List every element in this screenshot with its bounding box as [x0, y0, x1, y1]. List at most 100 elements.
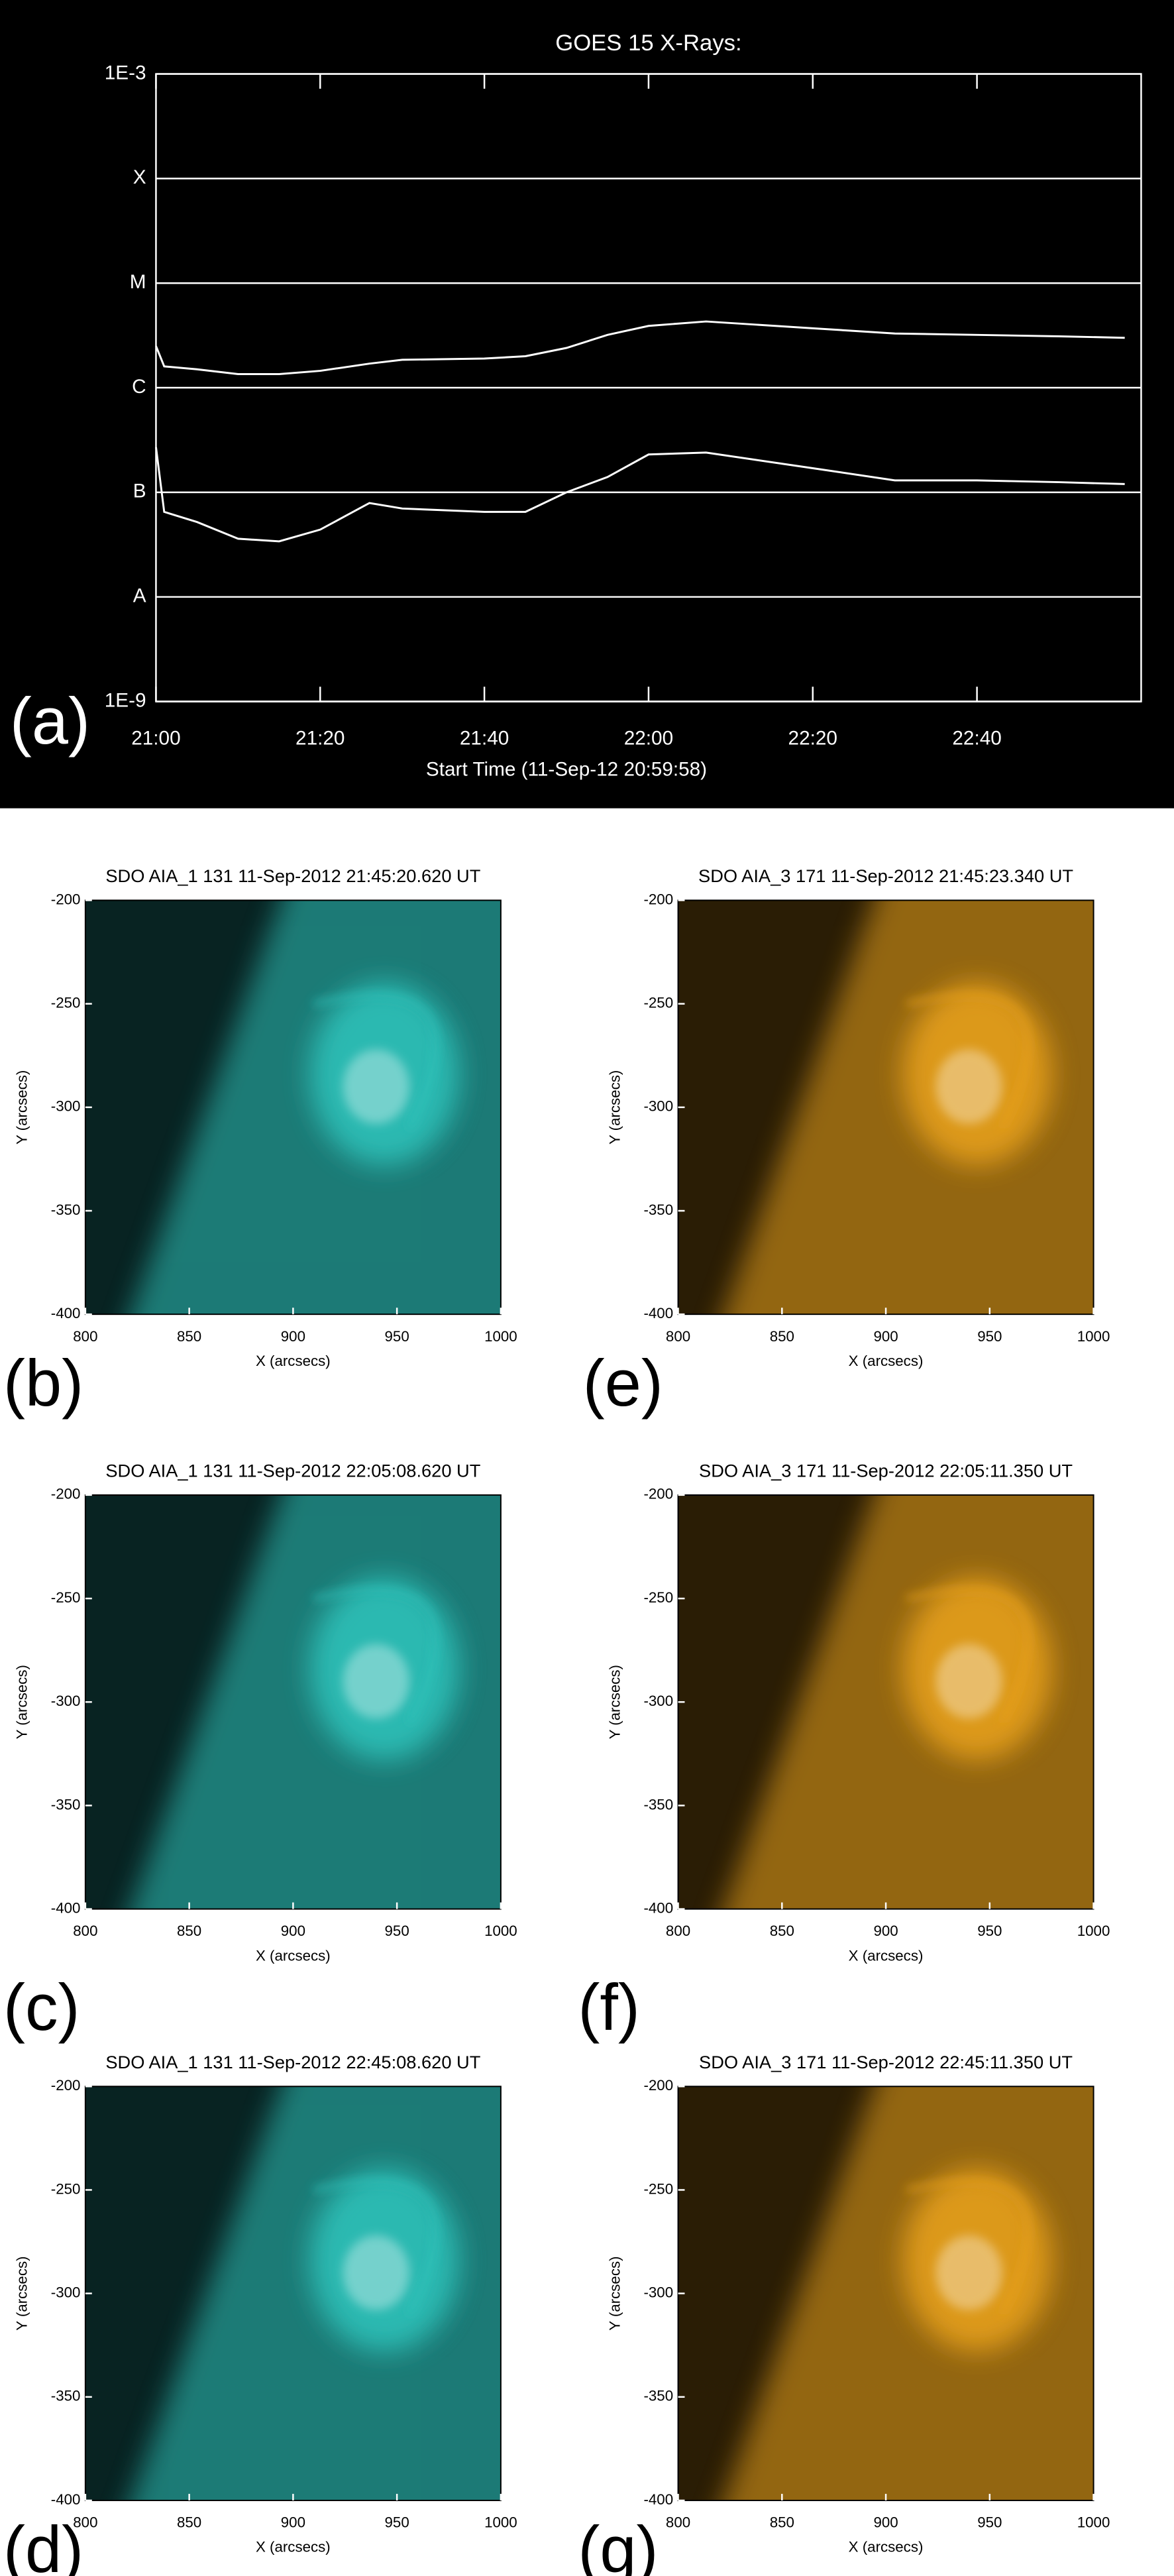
x-tick-label: 1000: [1077, 2514, 1110, 2531]
y-tick-label: -300: [643, 2284, 673, 2301]
x-tick-label: 800: [666, 2514, 690, 2531]
y-tick-label: -400: [51, 1305, 81, 1321]
y-tick-label: -300: [643, 1693, 673, 1709]
y-axis-label: Y (arcsecs): [606, 1665, 623, 1739]
y-tick-label: -350: [643, 1796, 673, 1813]
y-tick-label: -250: [643, 995, 673, 1011]
solar-image: [85, 900, 501, 1315]
x-tick-label: 950: [977, 2514, 1002, 2531]
x-tick-label: 800: [666, 1328, 690, 1345]
series-line: [155, 320, 1125, 375]
loop-top: [343, 1644, 409, 1719]
panel-label: (c): [3, 1971, 80, 2044]
y-tick-label: -350: [51, 1202, 81, 1218]
coronal-loop: [313, 1587, 439, 1724]
x-tick-label: 800: [666, 1923, 690, 1939]
x-tick-label: 900: [873, 1328, 898, 1345]
solar-image: [85, 2086, 501, 2500]
series-line: [154, 447, 1125, 543]
image-title: SDO AIA_1 131 11-Sep-2012 21:45:20.620 U…: [105, 866, 480, 886]
image-title: SDO AIA_1 131 11-Sep-2012 22:45:08.620 U…: [105, 2052, 480, 2072]
y-tick-label: -350: [51, 2388, 81, 2404]
x-tick-label: 950: [977, 1328, 1002, 1345]
coronal-loop: [906, 993, 1032, 1129]
solar-image: [678, 1494, 1094, 1909]
y-axis-label: Y (arcsecs): [606, 1070, 623, 1145]
x-axis-label: X (arcsecs): [256, 2539, 331, 2555]
panel-label: (a): [10, 685, 90, 758]
y-tick-label: C: [132, 376, 146, 398]
x-tick-label: 850: [177, 1328, 201, 1345]
y-axis-label: Y (arcsecs): [14, 1665, 30, 1739]
y-tick-label: -350: [51, 1796, 81, 1813]
y-tick-label: M: [130, 271, 146, 293]
coronal-loop: [906, 2179, 1032, 2316]
x-tick-label: 800: [73, 2514, 97, 2531]
y-tick-label: -200: [51, 891, 81, 907]
y-tick-label: -400: [643, 2491, 673, 2508]
y-tick-label: X: [133, 166, 146, 188]
y-tick-label: -200: [643, 891, 673, 907]
y-tick-label: -350: [643, 2388, 673, 2404]
x-tick-label: 950: [385, 1923, 409, 1939]
loop-top: [935, 1644, 1002, 1719]
x-tick-label: 1000: [484, 1328, 517, 1345]
y-tick-label: -400: [643, 1899, 673, 1916]
x-tick-label: 800: [73, 1328, 97, 1345]
loop-top: [935, 2235, 1002, 2310]
x-axis-label: X (arcsecs): [256, 1947, 331, 1964]
y-tick-label: 1E-3: [105, 62, 146, 84]
x-tick-label: 21:00: [131, 727, 180, 749]
x-tick-label: 1000: [484, 2514, 517, 2531]
y-tick-label: -250: [51, 1589, 81, 1606]
x-tick-label: 21:20: [295, 727, 345, 749]
panel-label: (b): [3, 1347, 83, 1420]
solar-image: [85, 1494, 501, 1909]
x-tick-label: 22:40: [952, 727, 1001, 749]
loop-top: [935, 1049, 1002, 1124]
y-tick-label: -300: [51, 2284, 81, 2301]
image-title: SDO AIA_1 131 11-Sep-2012 22:05:08.620 U…: [105, 1460, 480, 1481]
x-tick-label: 900: [281, 1923, 305, 1939]
panel-label: (f): [578, 1971, 640, 2044]
x-axis-label: X (arcsecs): [256, 1353, 331, 1369]
panel-label: (g): [578, 2513, 658, 2576]
y-tick-label: -250: [51, 2180, 81, 2197]
coronal-loop: [906, 1587, 1032, 1724]
y-tick-label: -300: [643, 1098, 673, 1115]
x-tick-label: 950: [385, 2514, 409, 2531]
y-tick-label: B: [133, 480, 146, 502]
solar-image: [678, 2086, 1094, 2500]
x-axis-label: X (arcsecs): [849, 2539, 924, 2555]
x-tick-label: 950: [385, 1328, 409, 1345]
coronal-loop: [313, 993, 439, 1129]
y-tick-label: -200: [51, 1486, 81, 1502]
x-tick-label: 1000: [484, 1923, 517, 1939]
x-tick-label: 22:20: [788, 727, 837, 749]
x-tick-label: 850: [770, 1923, 794, 1939]
x-tick-label: 900: [281, 2514, 305, 2531]
y-tick-label: -300: [51, 1098, 81, 1115]
chart-title: GOES 15 X-Rays:: [555, 30, 741, 56]
x-tick-label: 22:00: [624, 727, 673, 749]
y-tick-label: -400: [51, 2491, 81, 2508]
coronal-loop: [313, 2179, 439, 2316]
y-tick-label: -400: [643, 1305, 673, 1321]
x-tick-label: 900: [281, 1328, 305, 1345]
y-tick-label: -200: [643, 1486, 673, 1502]
y-tick-label: -350: [643, 1202, 673, 1218]
y-tick-label: -250: [643, 2180, 673, 2197]
y-tick-label: 1E-9: [105, 689, 146, 711]
goes-background: [0, 0, 1174, 809]
x-tick-label: 900: [873, 1923, 898, 1939]
y-tick-label: A: [133, 585, 146, 607]
x-axis-label: X (arcsecs): [849, 1353, 924, 1369]
x-tick-label: 1000: [1077, 1328, 1110, 1345]
y-tick-label: -200: [643, 2077, 673, 2094]
x-axis-label: Start Time (11-Sep-12 20:59:58): [426, 758, 707, 780]
x-tick-label: 850: [177, 2514, 201, 2531]
y-axis-label: Y (arcsecs): [14, 2256, 30, 2330]
x-tick-label: 1000: [1077, 1923, 1110, 1939]
x-tick-label: 950: [977, 1923, 1002, 1939]
